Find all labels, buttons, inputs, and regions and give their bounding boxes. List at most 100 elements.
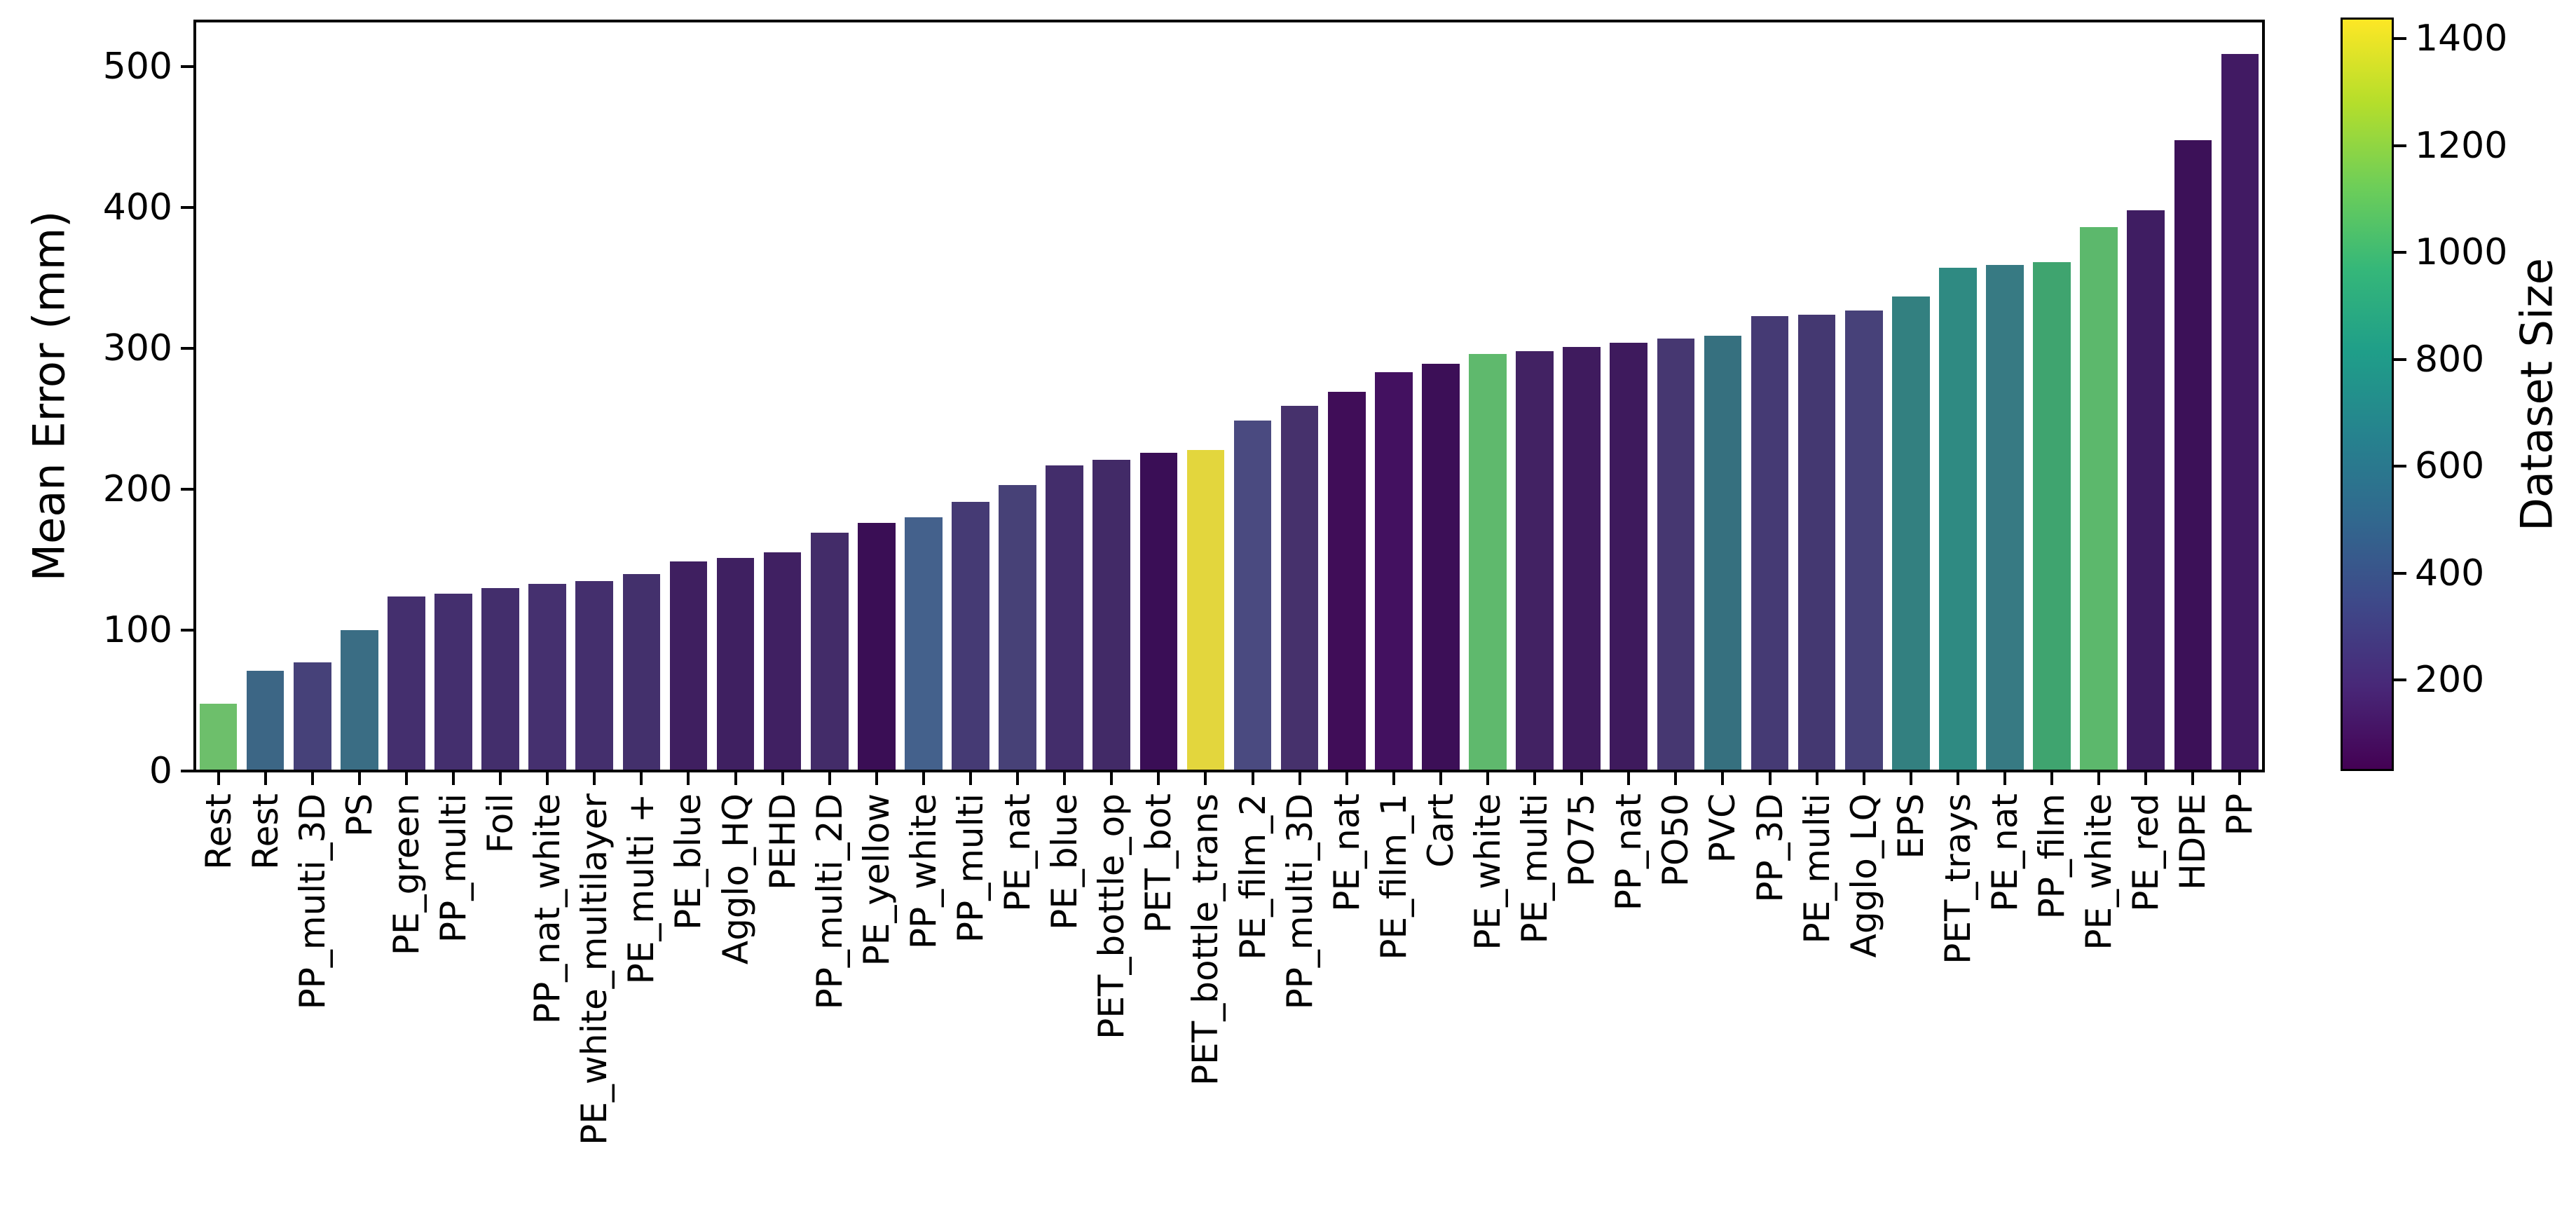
bar	[481, 587, 519, 771]
bar	[1046, 465, 1084, 771]
bar	[857, 523, 896, 771]
colorbar-tick	[2394, 251, 2406, 254]
x-tick	[1298, 771, 1301, 785]
x-tick-label-text: PE_green	[385, 793, 427, 956]
x-tick	[1157, 771, 1160, 785]
y-tick-label: 400	[102, 186, 172, 229]
bar	[716, 558, 755, 771]
x-tick	[546, 771, 549, 785]
y-tick-label: 300	[102, 327, 172, 369]
x-tick-label-text: PP_multi	[950, 793, 991, 943]
bar	[528, 583, 567, 771]
x-tick	[2050, 771, 2054, 785]
x-tick-label-text: PO75	[1561, 793, 1603, 887]
x-tick	[1862, 771, 1865, 785]
x-tick	[1439, 771, 1442, 785]
x-tick	[1627, 771, 1631, 785]
colorbar-tick-label: 200	[2415, 659, 2485, 702]
y-tick-label: 200	[102, 468, 172, 510]
x-tick	[640, 771, 643, 785]
colorbar-tick-label: 800	[2415, 338, 2485, 381]
colorbar-tick	[2394, 37, 2406, 41]
x-tick-label-text: Agglo_LQ	[1843, 793, 1884, 958]
x-tick	[1721, 771, 1725, 785]
bar	[1139, 452, 1178, 771]
x-tick	[499, 771, 502, 785]
x-tick	[1392, 771, 1395, 785]
bar	[1469, 354, 1507, 771]
bar	[1844, 310, 1883, 771]
bar	[1186, 449, 1225, 771]
bar	[340, 630, 378, 771]
x-tick	[2097, 771, 2101, 785]
x-tick-label-text: PET_trays	[1937, 793, 1978, 964]
bar	[1233, 420, 1272, 771]
x-tick	[1016, 771, 1020, 785]
x-tick-label-text: PE_white	[1467, 793, 1508, 950]
bar	[1422, 364, 1460, 771]
x-tick	[1768, 771, 1772, 785]
x-tick	[1486, 771, 1489, 785]
x-tick-label-text: PP_nat	[1608, 793, 1650, 911]
bar	[2221, 53, 2259, 771]
x-tick-label-text: PET_bottle_op	[1091, 793, 1132, 1039]
x-tick-label-text: PP_white	[903, 793, 944, 950]
x-tick	[1110, 771, 1114, 785]
bar	[388, 596, 425, 771]
bar	[1704, 335, 1742, 771]
x-tick	[828, 771, 831, 785]
x-tick	[781, 771, 784, 785]
bar	[246, 671, 285, 771]
bar	[1986, 265, 2024, 771]
x-tick	[263, 771, 267, 785]
x-tick	[593, 771, 596, 785]
x-tick	[687, 771, 690, 785]
x-tick	[1909, 771, 1912, 785]
x-tick	[2191, 771, 2195, 785]
x-tick-label-text: PE_nat	[997, 793, 1039, 912]
x-tick-label-text: PVC	[1702, 793, 1743, 864]
x-tick-label-text: PP_multi	[433, 793, 474, 943]
bar	[952, 502, 989, 771]
x-tick-label-text: Agglo_HQ	[715, 793, 756, 965]
bar	[434, 593, 472, 771]
bar	[1610, 342, 1648, 771]
bar	[1516, 351, 1554, 771]
x-tick	[357, 771, 361, 785]
bar	[810, 533, 849, 771]
x-tick	[1580, 771, 1584, 785]
x-tick-label-text: Cart	[1420, 793, 1461, 868]
bar	[763, 552, 802, 771]
x-tick-label-text: PE_blue	[668, 793, 709, 930]
x-tick	[875, 771, 878, 785]
x-tick-label-text: PP_film	[2032, 793, 2073, 920]
y-tick-label: 100	[102, 609, 172, 651]
y-tick-label: 0	[149, 750, 172, 792]
bar	[1939, 268, 1977, 771]
colorbar-tick-label: 400	[2415, 552, 2485, 594]
x-tick-label-text: HDPE	[2172, 793, 2214, 890]
x-tick-label-text: Rest	[245, 793, 286, 870]
y-tick	[181, 65, 195, 68]
bar	[622, 573, 661, 771]
x-tick-label-text: PET_bot	[1138, 793, 1179, 934]
x-tick-label-text: PP_multi_3D	[1279, 793, 1320, 1010]
colorbar-tick	[2394, 678, 2406, 682]
x-tick	[2238, 771, 2242, 785]
bar	[199, 703, 238, 771]
y-tick	[181, 488, 195, 491]
colorbar-tick	[2394, 571, 2406, 575]
x-tick-label-text: PE_blue	[1044, 793, 1085, 930]
x-tick-label-text: PE_red	[2125, 793, 2167, 912]
bar	[2174, 139, 2212, 771]
y-tick	[181, 629, 195, 632]
colorbar-tick-label: 1000	[2415, 231, 2508, 274]
bar	[1374, 372, 1413, 771]
colorbar-tick-label: 1400	[2415, 18, 2508, 60]
x-tick	[1533, 771, 1537, 785]
y-tick-label: 500	[102, 46, 172, 88]
bar	[1657, 338, 1695, 771]
bar	[669, 561, 708, 771]
x-tick	[734, 771, 737, 785]
bar	[293, 662, 331, 771]
